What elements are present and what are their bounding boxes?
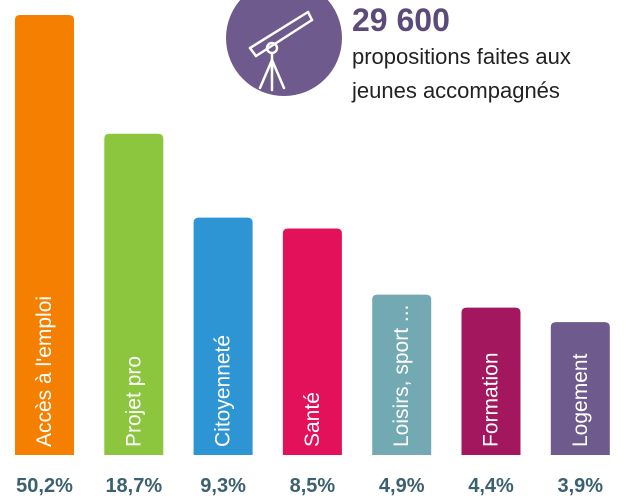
bar-label: Logement bbox=[569, 353, 592, 447]
value-label: 8,5% bbox=[290, 475, 336, 497]
header: 29 600 propositions faites aux jeunes ac… bbox=[352, 0, 622, 108]
value-label: 50,2% bbox=[16, 475, 73, 497]
bar bbox=[282, 228, 342, 455]
bar bbox=[104, 133, 164, 455]
headline: 29 600 bbox=[352, 2, 450, 38]
value-label: 4,4% bbox=[468, 475, 514, 497]
bar-label: Accès à l'emploi bbox=[33, 296, 56, 447]
value-label: 3,9% bbox=[558, 475, 604, 497]
bar bbox=[550, 322, 610, 455]
telescope-icon bbox=[226, 0, 342, 96]
bar-label: Formation bbox=[480, 352, 503, 447]
bar-label: Projet pro bbox=[122, 356, 145, 447]
bar bbox=[461, 307, 521, 455]
value-label: 9,3% bbox=[200, 475, 246, 497]
bar-label: Santé bbox=[301, 392, 324, 447]
bar-label: Loisirs, sport ... bbox=[390, 305, 413, 447]
subtitle: propositions faites aux jeunes accompagn… bbox=[352, 44, 571, 103]
bar bbox=[372, 294, 432, 455]
value-label: 4,9% bbox=[379, 475, 425, 497]
bar bbox=[15, 14, 74, 455]
value-label: 18,7% bbox=[105, 475, 162, 497]
bar bbox=[193, 217, 253, 455]
bar-label: Citoyenneté bbox=[212, 335, 235, 447]
